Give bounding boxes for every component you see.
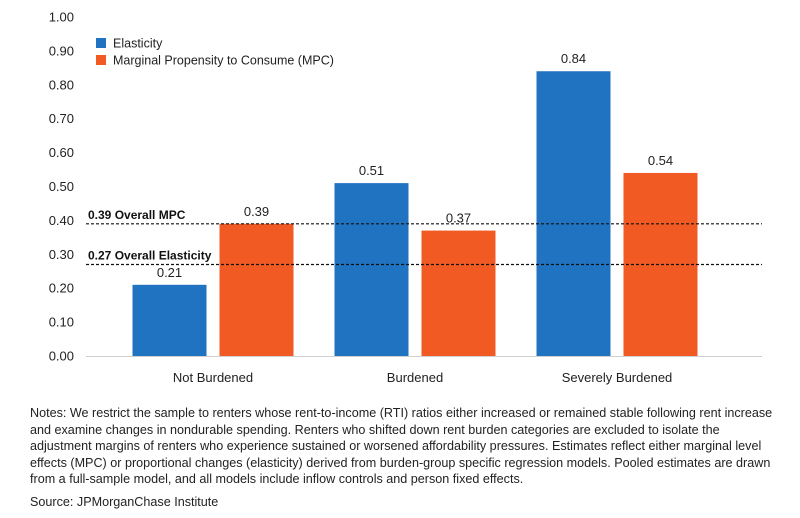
bar-mpc	[623, 172, 698, 356]
y-tick-label: 1.00	[49, 10, 74, 25]
bar-elasticity	[132, 284, 207, 356]
y-tick-label: 0.40	[49, 213, 74, 228]
legend-label: Marginal Propensity to Consume (MPC)	[113, 54, 334, 68]
bar-chart: 0.00 0.10 0.20 0.30 0.40 0.50 0.60 0.70 0.80 0.90…	[49, 10, 762, 385]
legend-swatch	[96, 55, 106, 65]
notes-text: Notes: We restrict the sample to renters…	[30, 406, 773, 486]
data-labels: 0.21 0.39 0.51 0.37 0.84 0.54	[157, 51, 673, 280]
y-tick-label: 0.10	[49, 315, 74, 330]
x-axis-categories: Not Burdened Burdened Severely Burdened	[173, 370, 672, 385]
category-label: Burdened	[387, 370, 443, 385]
category-label: Severely Burdened	[562, 370, 673, 385]
y-tick-label: 0.70	[49, 111, 74, 126]
y-tick-label: 0.50	[49, 179, 74, 194]
value-label: 0.51	[359, 163, 384, 178]
legend-label: Elasticity	[113, 37, 163, 51]
y-tick-label: 0.60	[49, 145, 74, 160]
y-tick-label: 0.20	[49, 281, 74, 296]
reference-line-label: 0.39 Overall MPC	[88, 208, 186, 222]
value-label: 0.21	[157, 265, 182, 280]
value-label: 0.39	[244, 204, 269, 219]
bar-elasticity	[536, 71, 611, 357]
bars	[132, 71, 698, 357]
y-tick-label: 0.00	[49, 349, 74, 364]
bar-mpc	[421, 230, 496, 356]
bar-elasticity	[334, 183, 409, 356]
reference-lines: 0.39 Overall MPC 0.27 Overall Elasticity	[86, 208, 762, 266]
y-tick-label: 0.30	[49, 247, 74, 262]
bar-mpc	[219, 223, 294, 356]
value-label: 0.37	[446, 211, 471, 226]
source-text: Source: JPMorganChase Institute	[30, 495, 219, 509]
value-label: 0.84	[561, 51, 586, 66]
y-tick-label: 0.80	[49, 77, 74, 92]
legend: Elasticity Marginal Propensity to Consume…	[96, 37, 334, 68]
reference-line-label: 0.27 Overall Elasticity	[88, 248, 212, 262]
y-tick-label: 0.90	[49, 43, 74, 58]
value-label: 0.54	[648, 153, 673, 168]
legend-swatch	[96, 38, 106, 48]
y-axis-ticks: 0.00 0.10 0.20 0.30 0.40 0.50 0.60 0.70 0.80 0.90…	[49, 10, 74, 364]
category-label: Not Burdened	[173, 370, 253, 385]
